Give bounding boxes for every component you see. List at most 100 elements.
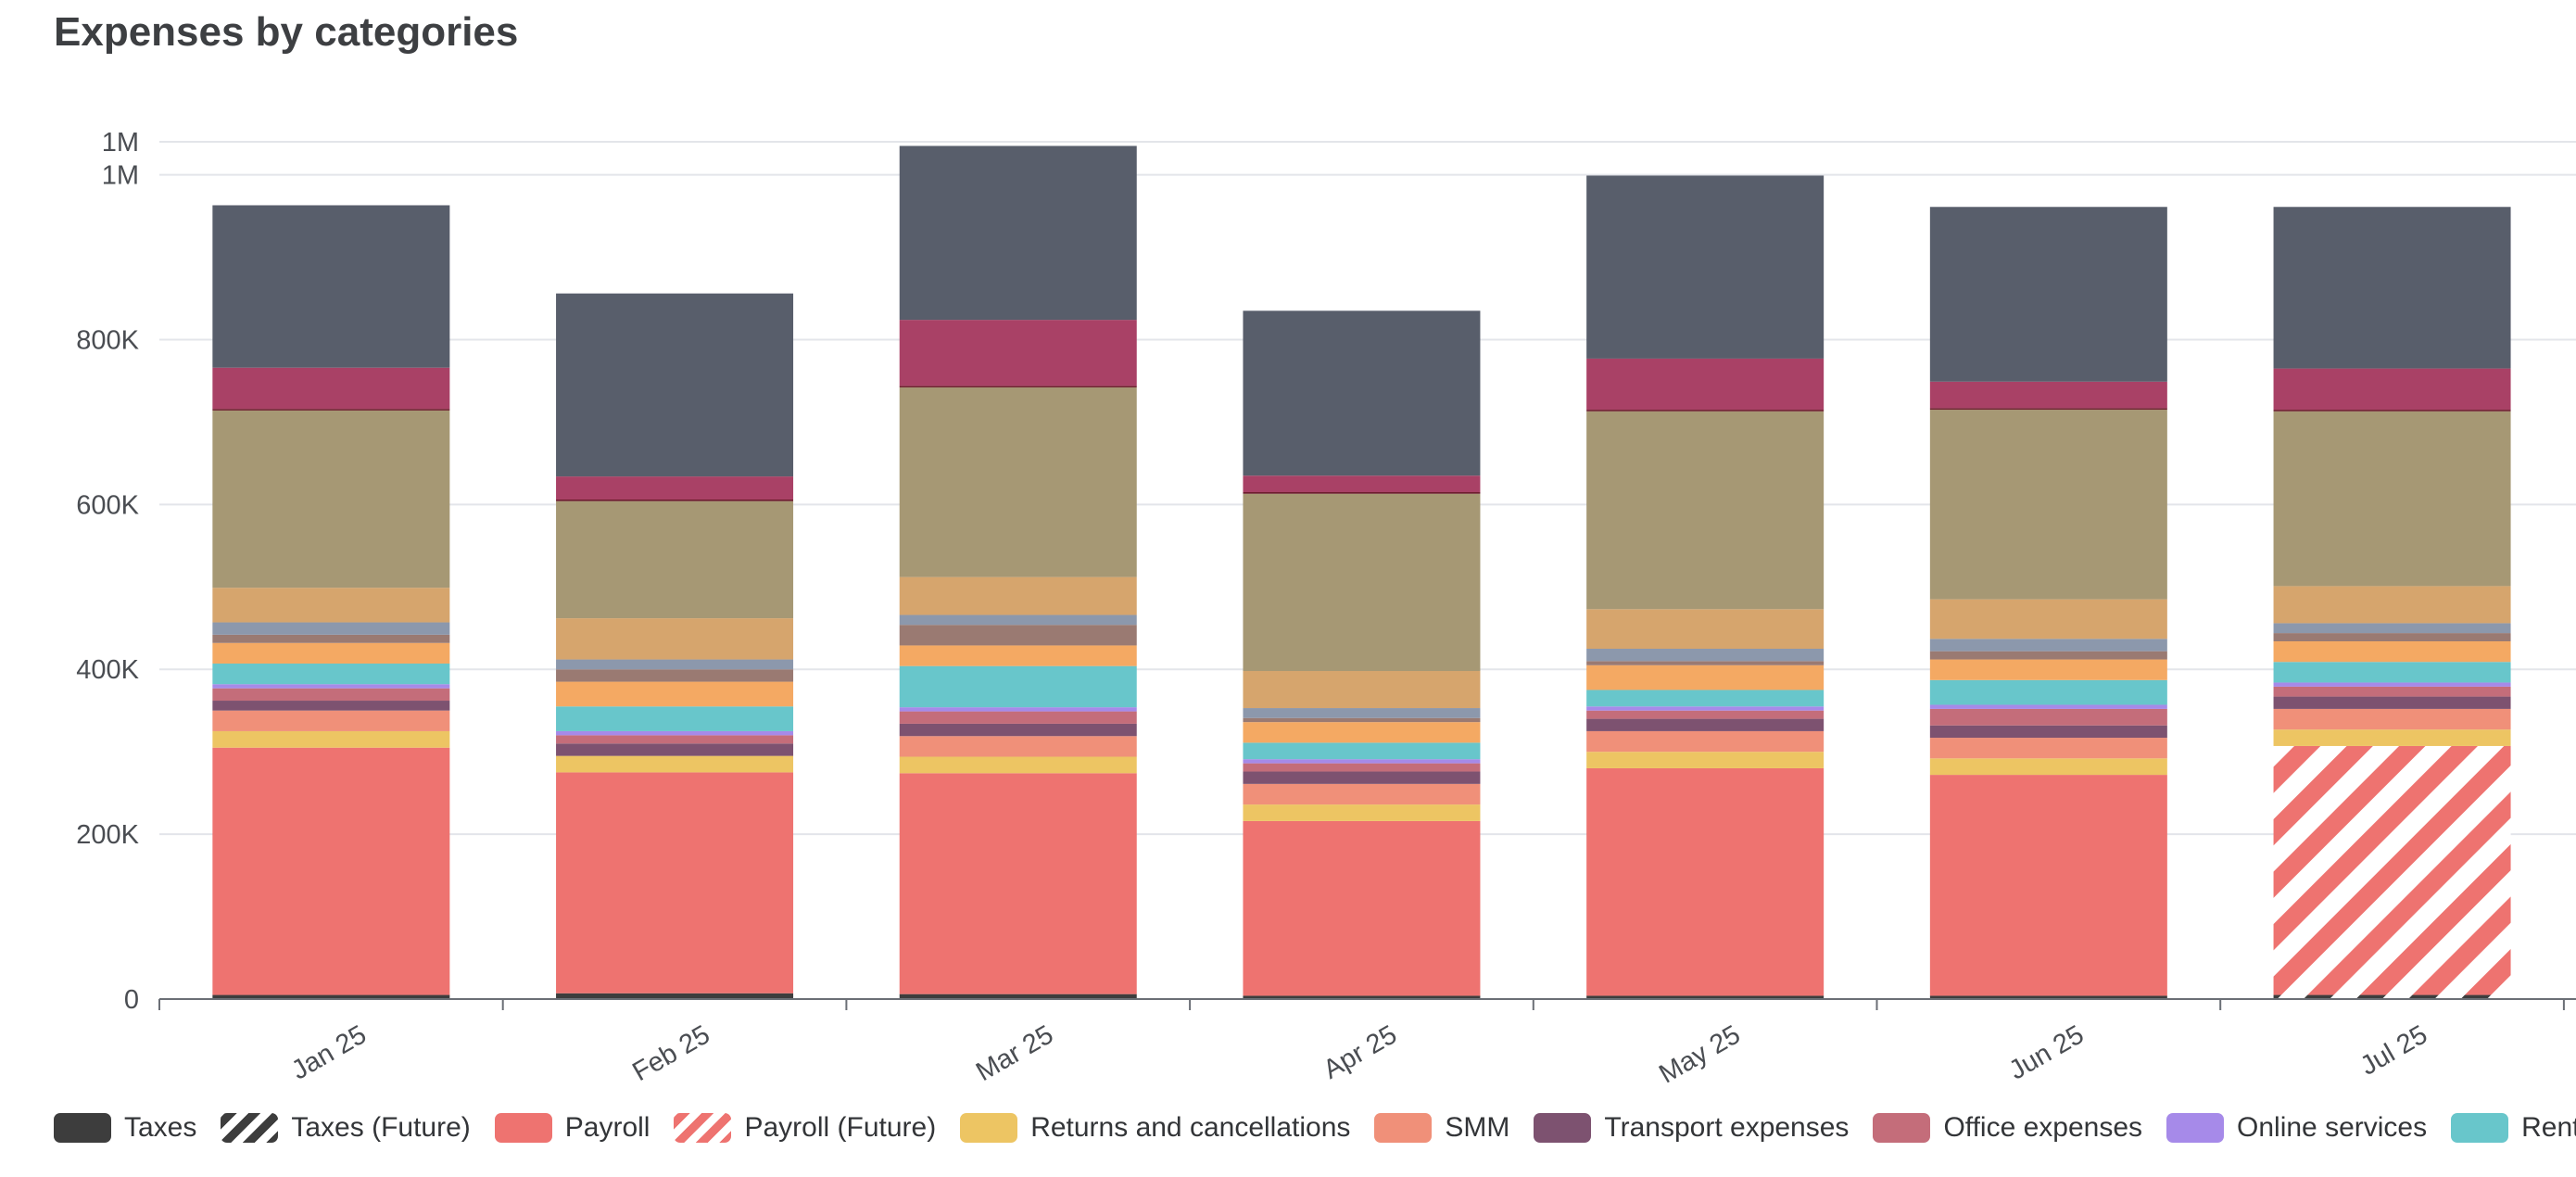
bar-segment: [899, 576, 1137, 615]
x-tick-label: Mar 25: [971, 1019, 1058, 1087]
bar-segment: [1586, 710, 1825, 719]
bar-segment: [2273, 745, 2511, 995]
bar-segment: [1243, 804, 1481, 821]
bar-segment: [2273, 682, 2511, 687]
y-tick-label: 0: [124, 985, 139, 1015]
bar-segment: [2273, 368, 2511, 411]
x-tick-label: Jun 25: [2004, 1019, 2089, 1085]
legend-item[interactable]: Taxes (Future): [221, 1112, 471, 1144]
bar-segment: [899, 645, 1137, 666]
bar-segment: [1586, 730, 1825, 753]
legend-swatch: [2166, 1113, 2225, 1143]
bar-segment: [1929, 599, 2167, 639]
legend-item[interactable]: Online services: [2166, 1112, 2427, 1144]
bar-segment: [1243, 717, 1481, 723]
x-tick-label: Apr 25: [1319, 1019, 1402, 1084]
bar-segment: [899, 320, 1137, 386]
bar-segment: [899, 736, 1137, 757]
legend-item[interactable]: Office expenses: [1873, 1112, 2142, 1144]
legend-swatch: [1873, 1113, 1931, 1143]
bar-segment: [212, 701, 450, 711]
legend: Taxes Taxes (Future) Payroll Payroll (Futur…: [54, 1112, 2576, 1144]
bar-stack: [556, 293, 794, 999]
bar-segment: [1586, 995, 1825, 999]
bar-segment: [1586, 648, 1825, 662]
bar-segment: [556, 293, 794, 477]
bar-segment: [212, 684, 450, 689]
bar-segment: [556, 730, 794, 736]
bar-segment: [2273, 708, 2511, 730]
bar-segment: [2273, 729, 2511, 746]
y-tick-label: 1M: [102, 128, 139, 158]
legend-item[interactable]: SMM: [1374, 1112, 1509, 1144]
bar-segment: [556, 669, 794, 682]
bar-segment: [2273, 586, 2511, 624]
legend-swatch: [494, 1113, 552, 1143]
bar-segment: [1243, 995, 1481, 999]
legend-item[interactable]: Payroll: [494, 1112, 650, 1144]
bar-segment: [2273, 633, 2511, 641]
legend-item[interactable]: Taxes: [54, 1112, 196, 1144]
legend-label: Payroll: [564, 1112, 650, 1143]
legend-item[interactable]: Returns and cancellations: [960, 1112, 1350, 1144]
bar-segment: [212, 688, 450, 702]
bar-segment: [1586, 411, 1825, 610]
bar-segment: [1586, 609, 1825, 649]
bar-stack: [2273, 207, 2511, 999]
bar-segment: [1243, 708, 1481, 718]
axes: Jan 25 Feb 25 Mar 25 Apr 25 May 25 Jun 25 Jul …: [158, 998, 2576, 1090]
bar-stack: [1586, 175, 1825, 999]
bar-segment: [1586, 706, 1825, 711]
y-tick-label: 1M: [102, 161, 139, 191]
bar-segment: [556, 706, 794, 731]
bar-segment: [556, 772, 794, 993]
bar-segment: [1929, 758, 2167, 776]
bar-segment: [1586, 690, 1825, 707]
bar-segment: [1243, 763, 1481, 772]
legend-label: SMM: [1445, 1112, 1510, 1143]
bar-segment: [212, 205, 450, 368]
bar-segment: [1243, 759, 1481, 764]
bar-segment: [1243, 820, 1481, 996]
legend-swatch: [674, 1113, 732, 1143]
bar-segment: [212, 622, 450, 635]
bar-segment: [556, 993, 794, 999]
x-tick-label: May 25: [1654, 1019, 1745, 1089]
bar-segment: [556, 500, 794, 619]
bar-segment: [556, 735, 794, 744]
bar-segment: [899, 387, 1137, 577]
bar-segment: [899, 723, 1137, 737]
bar-segment: [899, 665, 1137, 708]
legend-item[interactable]: Rent: [2451, 1112, 2576, 1144]
bar-segment: [212, 747, 450, 995]
bar-segment: [1929, 708, 2167, 726]
bar-segment: [1929, 995, 2167, 999]
bar-segment: [212, 588, 450, 623]
y-tick-label: 600K: [76, 490, 139, 520]
bar-segment: [1243, 771, 1481, 784]
bar-segment: [899, 614, 1137, 626]
legend-item[interactable]: Payroll (Future): [674, 1112, 936, 1144]
bar-segment: [1586, 664, 1825, 690]
legend-swatch: [221, 1113, 279, 1143]
x-tick-label: Jul 25: [2355, 1019, 2432, 1081]
bar-segment: [1243, 475, 1481, 493]
bar-segment: [1929, 381, 2167, 409]
legend-swatch: [1374, 1113, 1433, 1143]
bar-stack: [899, 146, 1137, 999]
y-tick-label: 800K: [76, 325, 139, 355]
bar-segment: [212, 634, 450, 643]
bar-segment: [1586, 718, 1825, 731]
bar-segment: [1929, 704, 2167, 709]
y-tick-label: 400K: [76, 655, 139, 685]
bars: [212, 146, 2511, 999]
legend-label: Returns and cancellations: [1030, 1112, 1351, 1143]
bar-segment: [1586, 661, 1825, 665]
bar-segment: [1929, 679, 2167, 705]
bar-segment: [1586, 175, 1825, 359]
bar-segment: [1243, 783, 1481, 805]
bar-segment: [1586, 358, 1825, 411]
legend-item[interactable]: Transport expenses: [1534, 1112, 1849, 1144]
bar-segment: [212, 730, 450, 748]
